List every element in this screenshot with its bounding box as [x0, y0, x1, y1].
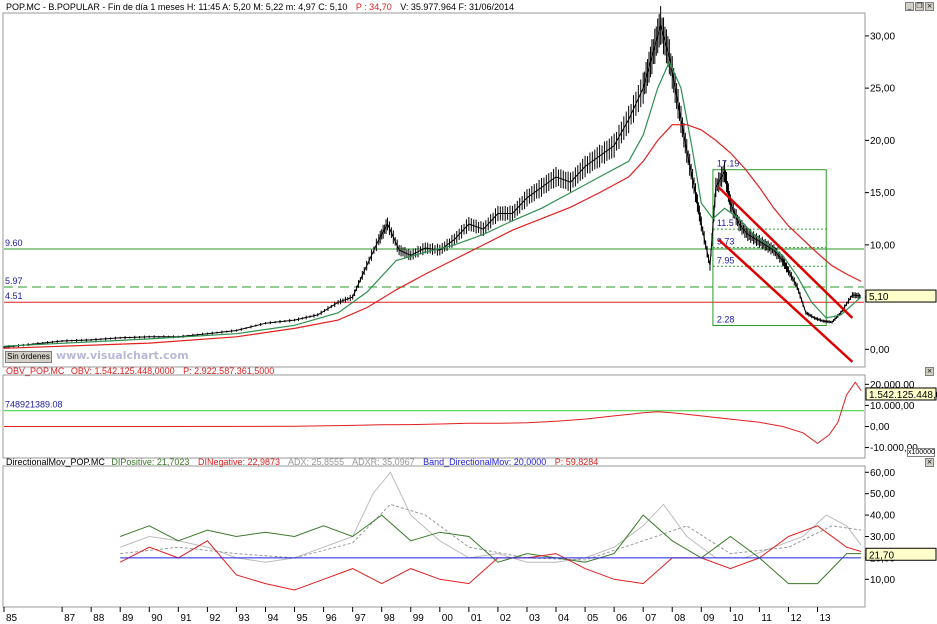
- obv-header: OBV_POP.MC OBV: 1.542.125.448,0000 P: 2.…: [6, 366, 274, 376]
- obv-header-val: OBV: 1.542.125.448,0000: [71, 366, 175, 376]
- x-tick-label: 09: [703, 613, 715, 624]
- obv-y-tick-label: -10.000,00: [870, 443, 918, 454]
- price-pane-frame: [2, 12, 866, 368]
- dm-header-din: DINegative: 22,9873: [198, 457, 280, 467]
- price-y-tick-label: 25,00: [870, 84, 895, 95]
- price-y-tick-label: 20,00: [870, 136, 895, 147]
- close-icon[interactable]: ×: [925, 2, 934, 11]
- x-tick-label: 90: [151, 613, 163, 624]
- x-tick-label: 00: [442, 613, 454, 624]
- x-tick-label: 08: [674, 613, 686, 624]
- dm-header-dip: DIPositive: 21,7023: [111, 457, 189, 467]
- moving-average-long: [3, 124, 862, 349]
- x-tick-label: 95: [297, 613, 309, 624]
- obv-chart: 20.000,00 10.000,00 0,00 -10.000,00 74892138…: [4, 380, 937, 454]
- scale-tag: x100000: [907, 448, 935, 457]
- x-tick-label: 99: [413, 613, 425, 624]
- x-tick-label: 03: [529, 613, 541, 624]
- x-axis: 85 87 88 89 90 91 92 93 94 95 96 97 98 99 00 01 02 03 04 05…: [3, 607, 832, 624]
- x-tick-label: 07: [645, 613, 657, 624]
- fibonacci-label-1: 11.5: [717, 218, 734, 228]
- obv-header-name: OBV_POP.MC: [6, 366, 65, 376]
- obv-y-tick-label: 10.000,00: [870, 401, 915, 412]
- watermark: www.visualchart.com: [56, 349, 189, 362]
- x-tick-label: 87: [64, 613, 76, 624]
- price-header-main: POP.MC - B.POPULAR - Fin de día 1 meses …: [6, 2, 347, 12]
- channel-upper: [717, 186, 854, 319]
- obv-y-tick-label: 0,00: [870, 422, 890, 433]
- price-last-value-box: [865, 289, 937, 303]
- dm-header-p: P: 59,8284: [555, 457, 599, 467]
- level-label-1: 5.97: [5, 276, 23, 286]
- obv-pane-frame: [2, 374, 866, 459]
- dm-header-adx: ADX: 25,8555: [288, 457, 344, 467]
- x-tick-label: 97: [355, 613, 367, 624]
- obv-series: [4, 381, 862, 445]
- dm-y-tick-label: 10,00: [870, 575, 895, 586]
- price-chart: 0,005,0010,0015,0020,0025,0030,009.605.9…: [3, 6, 937, 363]
- price-header: POP.MC - B.POPULAR - Fin de día 1 meses …: [6, 2, 514, 12]
- dm-header: DirectionalMov_POP.MC DIPositive: 21,702…: [6, 457, 598, 467]
- dm-header-name: DirectionalMov_POP.MC: [6, 457, 105, 467]
- minimize-icon[interactable]: _: [905, 2, 914, 11]
- dm-y-tick-label: 40,00: [870, 511, 895, 522]
- sin-ordenes-button[interactable]: Sin órdenes: [5, 351, 52, 363]
- dm-close-icon[interactable]: ×: [925, 458, 934, 467]
- price-y-tick-label: 30,00: [870, 31, 895, 42]
- price-series: [3, 23, 862, 348]
- x-tick-label: 88: [93, 613, 105, 624]
- price-header-p: P : 34,70: [356, 2, 392, 12]
- price-y-tick-label: 0,00: [870, 345, 890, 356]
- dm-last-value-box: [865, 547, 937, 561]
- fibonacci-label-0: 17.19: [717, 159, 740, 169]
- dm-header-band: Band_DirectionalMov: 20,0000: [423, 457, 546, 467]
- level-label-2: 4.51: [5, 291, 23, 301]
- price-y-tick-label: 15,00: [870, 188, 895, 199]
- dm-header-adxr: ADXR: 35,0967: [352, 457, 415, 467]
- x-tick-label: 94: [267, 613, 279, 624]
- price-y-tick-label: 10,00: [870, 240, 895, 251]
- x-tick-label: 12: [790, 613, 802, 624]
- obv-close-icon[interactable]: ×: [925, 367, 934, 376]
- x-tick-label: 02: [500, 613, 512, 624]
- dm-y-tick-label: 60,00: [870, 468, 895, 479]
- price-last-value: 5,10: [869, 292, 889, 303]
- x-tick-label: 93: [238, 613, 250, 624]
- x-tick-label: 89: [122, 613, 134, 624]
- x-tick-label: 01: [471, 613, 483, 624]
- obv-y-tick-label: 20.000,00: [870, 380, 915, 391]
- x-tick-label: 04: [558, 613, 570, 624]
- obv-reference-label: 748921389.08: [5, 400, 63, 410]
- x-tick-label: 11: [761, 613, 772, 624]
- x-tick-label: 98: [384, 613, 396, 624]
- x-tick-label: 13: [820, 613, 832, 624]
- channel-lower: [717, 238, 854, 363]
- dm-last-value: 21,70: [869, 550, 894, 561]
- fibonacci-label-3: 7.95: [717, 255, 735, 265]
- x-tick-label: 96: [326, 613, 338, 624]
- x-tick-label: 92: [209, 613, 221, 624]
- x-tick-label: 91: [180, 613, 192, 624]
- price-header-tail: V: 35.977.964 F: 31/06/2014: [400, 2, 514, 12]
- level-label-0: 9.60: [5, 238, 23, 248]
- x-tick-label: 10: [732, 613, 744, 624]
- dm-y-tick-label: 50,00: [870, 489, 895, 500]
- x-tick-label: 05: [587, 613, 599, 624]
- dm-y-tick-label: 30,00: [870, 532, 895, 543]
- x-tick-label: 06: [616, 613, 628, 624]
- obv-header-p: P: 2.922.587.361,5000: [183, 366, 274, 376]
- restore-icon[interactable]: ❐: [915, 2, 924, 11]
- obv-last-value-box: [865, 387, 937, 401]
- di-positive-series: [120, 514, 862, 585]
- obv-last-value: 1.542.125.448,0: [869, 390, 937, 401]
- fibonacci-label-4: 2.28: [717, 315, 735, 325]
- fibonacci-label-2: 9.73: [717, 237, 735, 247]
- x-tick-label: 85: [6, 613, 18, 624]
- adxr-series: [120, 503, 862, 561]
- moving-average-short: [3, 60, 862, 347]
